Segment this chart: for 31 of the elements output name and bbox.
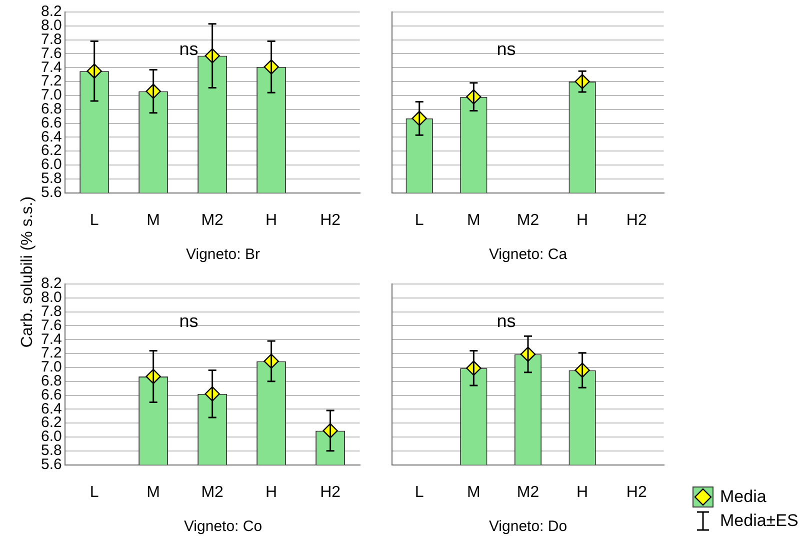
x-tick-label: H [576, 484, 588, 501]
x-tick-label: H2 [626, 484, 647, 501]
y-axis-title: Carb. solubili (% s.s.) [19, 196, 37, 348]
x-tick-label: M2 [201, 484, 224, 501]
x-tick-label: H [266, 212, 278, 229]
x-tick-label: H2 [320, 212, 341, 229]
x-tick-label: M2 [516, 212, 540, 229]
x-tick-label: H [266, 484, 278, 501]
x-axis-title: Vigneto: Do [488, 518, 568, 535]
x-tick-label: H2 [626, 212, 647, 229]
x-tick-label: L [414, 212, 424, 229]
x-tick-label: M2 [516, 484, 540, 501]
x-axis-title: Vigneto: Ca [488, 246, 568, 263]
legend-label: Media [720, 487, 766, 507]
x-tick-label: H [576, 212, 588, 229]
x-tick-label: L [414, 484, 424, 501]
annotation: ns [496, 310, 516, 331]
x-tick-label: L [90, 484, 99, 501]
x-tick-label: M [146, 212, 160, 229]
x-tick-label: L [90, 212, 99, 229]
annotation: ns [496, 38, 516, 59]
x-axis-title: Vigneto: Br [186, 246, 260, 263]
x-tick-label: M [467, 212, 480, 229]
annotation: ns [179, 310, 198, 331]
x-tick-label: M [146, 484, 160, 501]
text: Media±ES [720, 511, 798, 531]
x-tick-label: M2 [201, 212, 224, 229]
x-tick-label: H2 [320, 484, 341, 501]
x-tick-label: M [467, 484, 480, 501]
x-axis-title: Vigneto: Co [184, 518, 262, 535]
annotation: ns [179, 38, 198, 59]
